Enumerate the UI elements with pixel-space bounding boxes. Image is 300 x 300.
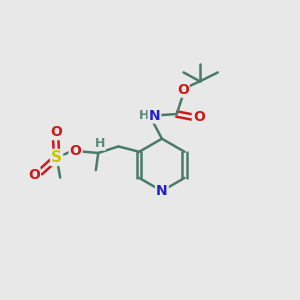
Text: H: H xyxy=(139,109,149,122)
Text: O: O xyxy=(177,83,189,97)
Text: O: O xyxy=(28,168,40,182)
Text: O: O xyxy=(70,144,82,158)
Text: O: O xyxy=(50,125,62,139)
Text: N: N xyxy=(156,184,168,198)
Text: O: O xyxy=(193,110,205,124)
Text: S: S xyxy=(51,150,62,165)
Text: N: N xyxy=(148,109,160,122)
Text: H: H xyxy=(94,137,105,150)
